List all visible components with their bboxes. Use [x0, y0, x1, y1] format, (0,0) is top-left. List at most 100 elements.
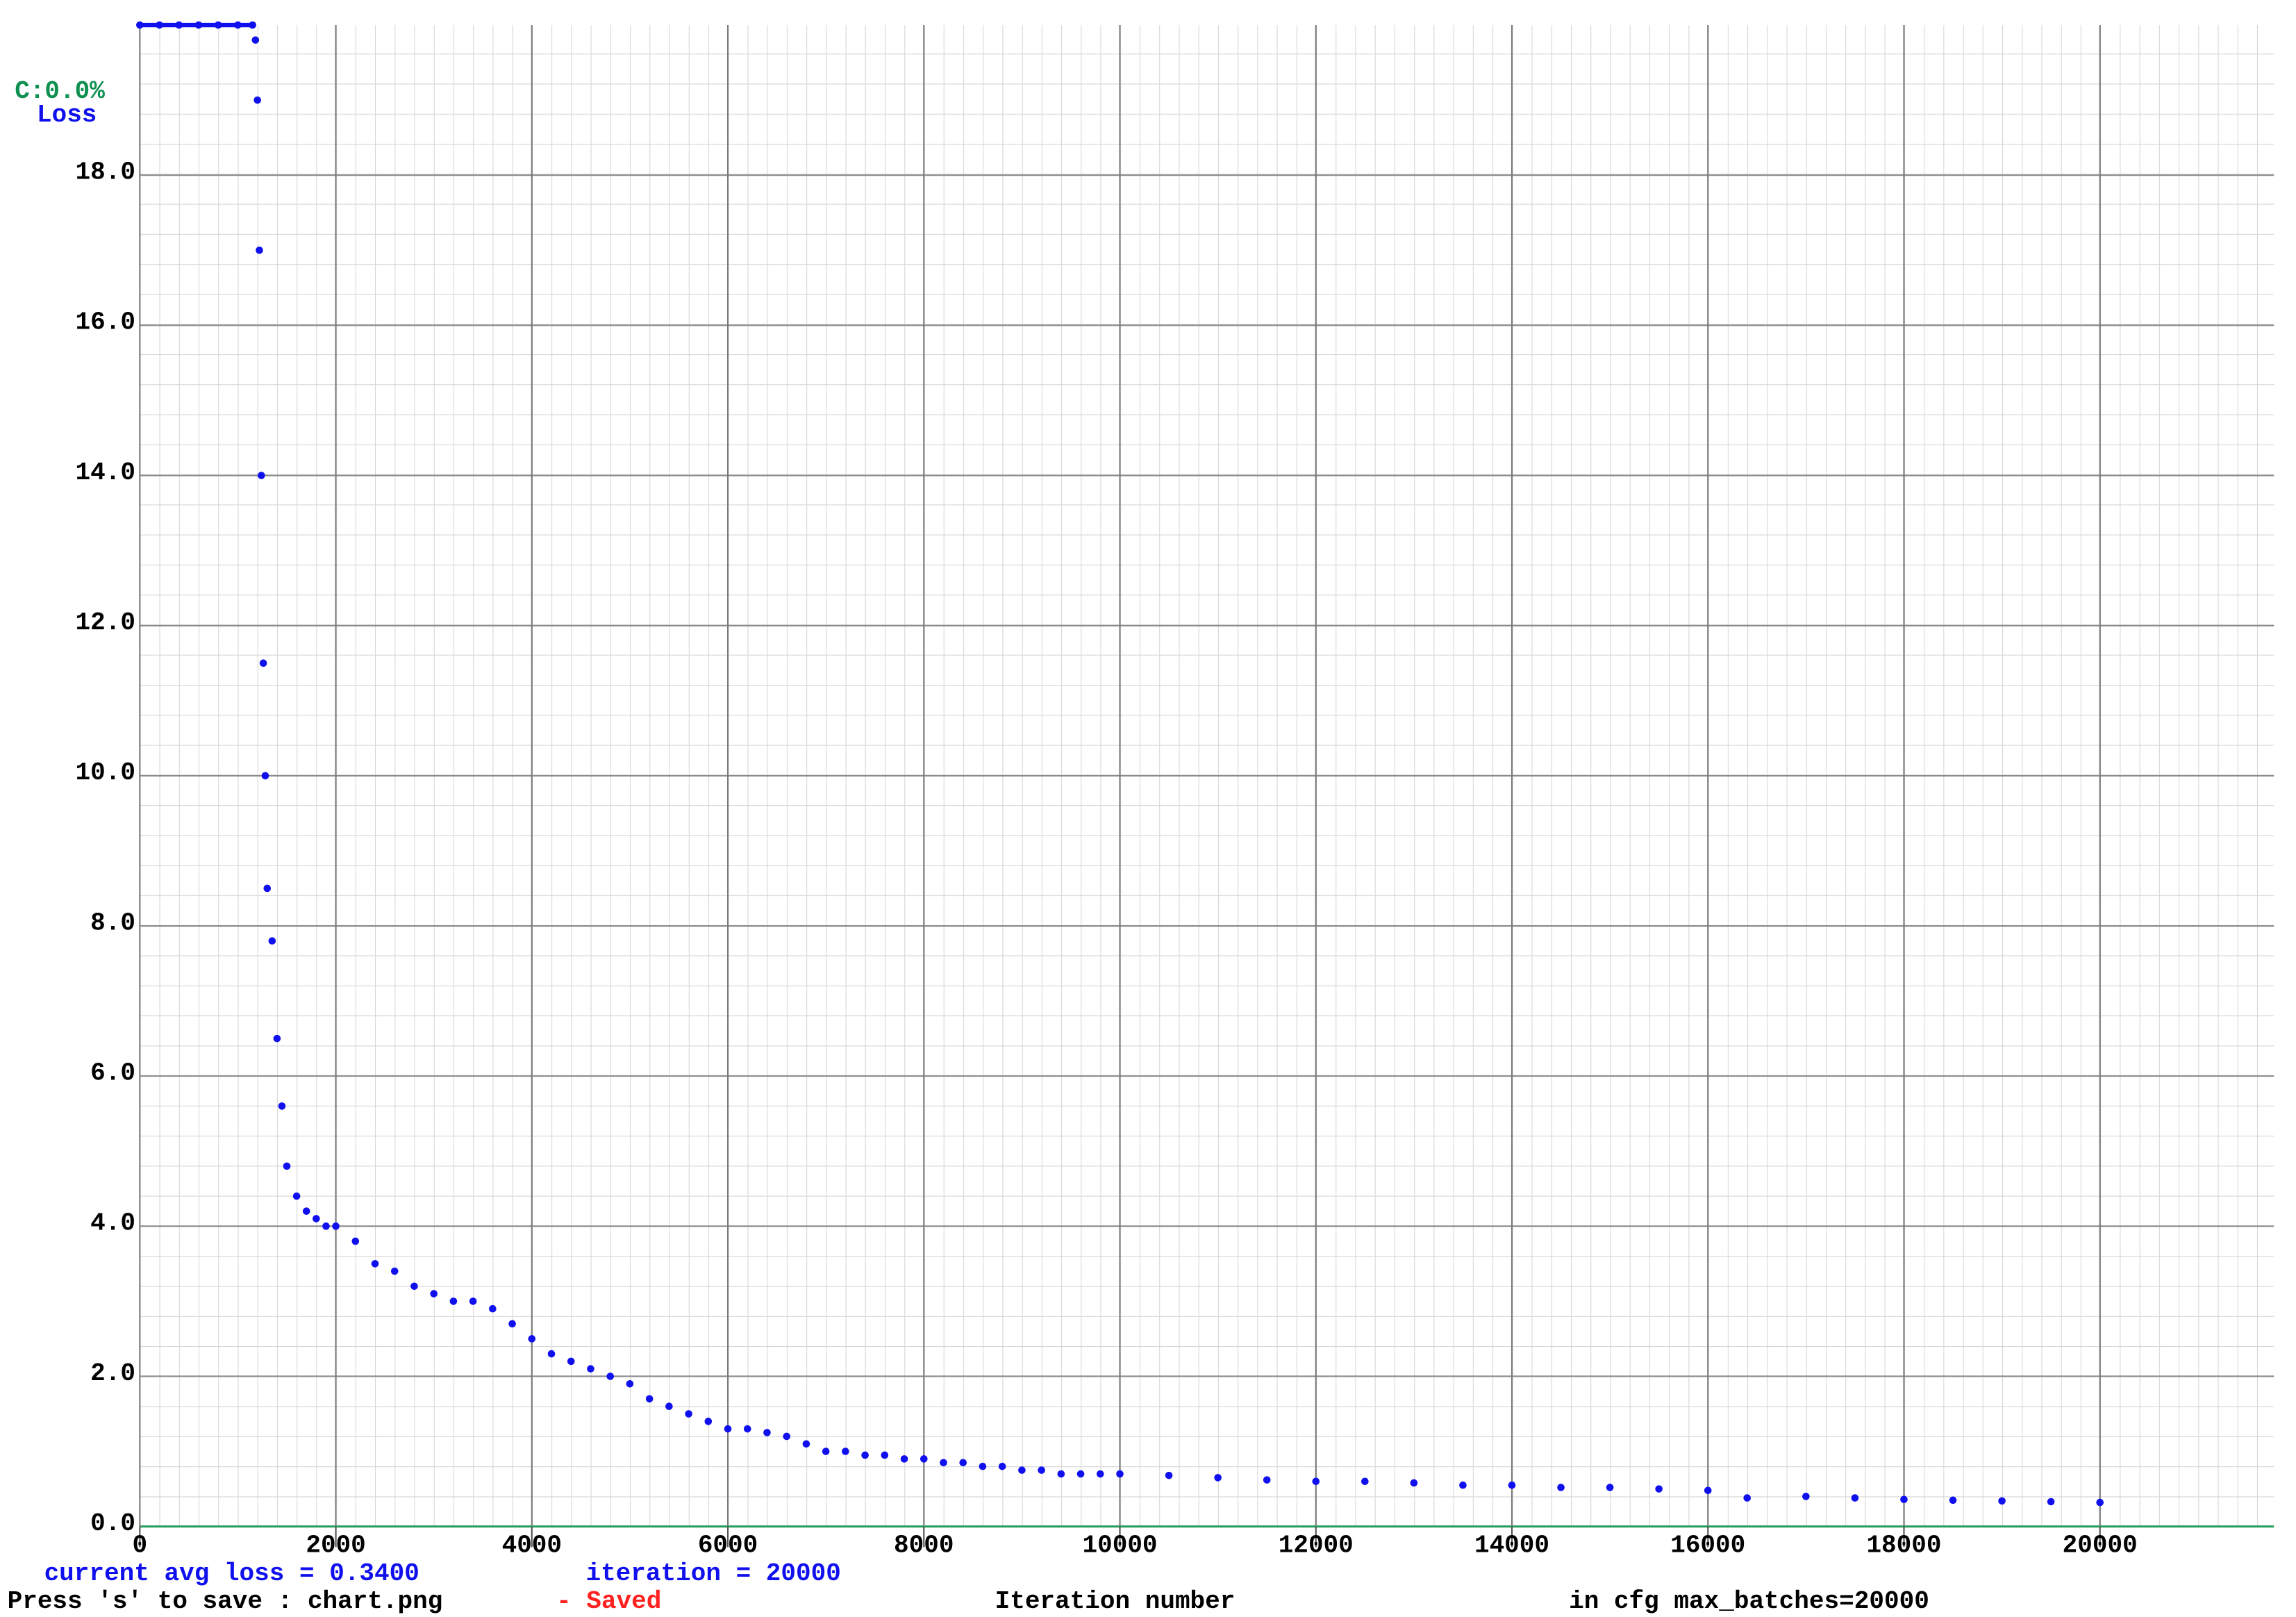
- point: [302, 1207, 310, 1216]
- point: [1410, 1479, 1418, 1487]
- point: [1655, 1485, 1663, 1493]
- point: [900, 1455, 908, 1463]
- point: [1459, 1481, 1467, 1489]
- point: [322, 1222, 330, 1230]
- point: [253, 96, 261, 104]
- x-tick-label: 4000: [502, 1532, 562, 1560]
- point: [258, 472, 265, 479]
- grid: [139, 25, 2274, 1527]
- point: [587, 1365, 594, 1373]
- points: [136, 21, 2104, 1507]
- point: [645, 1395, 654, 1403]
- point: [1076, 1470, 1085, 1478]
- x-tick-label: 18000: [1866, 1532, 1941, 1560]
- x-axis-label: Iteration number: [995, 1587, 1236, 1616]
- x-tick-label: 12000: [1279, 1532, 1354, 1560]
- point: [1165, 1471, 1173, 1479]
- point: [783, 1432, 791, 1441]
- status-iteration: iteration = 20000: [585, 1559, 840, 1588]
- y-tick-label: 10.0: [76, 758, 135, 787]
- status-loss: current avg loss = 0.3400: [44, 1559, 419, 1588]
- point: [256, 246, 263, 254]
- point: [606, 1373, 615, 1380]
- point: [214, 21, 222, 29]
- save-state: - Saved: [556, 1587, 661, 1616]
- y-tick-label: 12.0: [76, 608, 135, 637]
- y-tick-label: 18.0: [76, 158, 135, 186]
- point: [1704, 1486, 1712, 1495]
- point: [822, 1448, 830, 1455]
- y-tick-label: 8.0: [90, 909, 135, 937]
- y-tick-label: 14.0: [76, 458, 135, 487]
- point: [1557, 1484, 1565, 1491]
- x-tick-label: 8000: [894, 1532, 954, 1560]
- point: [1949, 1496, 1957, 1504]
- point: [1998, 1497, 2006, 1505]
- point: [489, 1304, 497, 1313]
- point: [665, 1402, 673, 1411]
- x-tick-label: 0: [133, 1532, 148, 1560]
- point: [1508, 1481, 1516, 1489]
- point: [724, 1425, 732, 1433]
- point: [313, 1215, 320, 1222]
- point: [1097, 1470, 1104, 1478]
- point: [332, 1222, 340, 1230]
- point: [136, 21, 144, 29]
- point: [1018, 1466, 1026, 1474]
- point: [547, 1350, 556, 1358]
- point: [861, 1451, 869, 1459]
- point: [1038, 1466, 1045, 1474]
- point: [920, 1455, 928, 1463]
- point: [528, 1335, 536, 1343]
- point: [567, 1357, 575, 1366]
- point: [263, 884, 272, 893]
- point: [469, 1297, 477, 1305]
- y-tick-label: 0.0: [90, 1509, 135, 1538]
- point: [763, 1429, 771, 1436]
- point: [156, 21, 163, 29]
- point: [449, 1297, 458, 1305]
- point: [1312, 1477, 1320, 1486]
- x-tick-label: 2000: [306, 1532, 365, 1560]
- point: [1802, 1493, 1810, 1500]
- point: [802, 1440, 810, 1448]
- point: [234, 21, 242, 29]
- x-tick-label: 10000: [1082, 1532, 1157, 1560]
- point: [292, 1192, 301, 1200]
- point: [979, 1462, 987, 1470]
- y-tick-label: 4.0: [90, 1209, 135, 1238]
- point: [2047, 1498, 2055, 1506]
- point: [685, 1410, 692, 1418]
- y-tick-label: 2.0: [90, 1359, 135, 1388]
- point: [881, 1451, 889, 1459]
- accuracy-label: C:0.0%: [15, 77, 105, 106]
- point: [251, 36, 260, 44]
- point: [259, 659, 267, 667]
- x-tick-label: 14000: [1474, 1532, 1549, 1560]
- point: [704, 1418, 713, 1425]
- point: [1361, 1477, 1369, 1486]
- point: [1743, 1494, 1751, 1502]
- point: [2096, 1498, 2104, 1507]
- point: [940, 1459, 947, 1467]
- point: [351, 1237, 360, 1245]
- point: [1057, 1470, 1065, 1478]
- point: [1900, 1495, 1908, 1504]
- x-tick-label: 6000: [698, 1532, 758, 1560]
- point: [390, 1267, 399, 1275]
- point: [998, 1462, 1006, 1470]
- point: [1851, 1494, 1859, 1502]
- point: [249, 21, 256, 29]
- point: [371, 1260, 379, 1268]
- point: [273, 1034, 281, 1043]
- x-tick-label: 20000: [2063, 1532, 2138, 1560]
- point: [268, 937, 276, 945]
- save-hint: Press 's' to save : chart.png: [8, 1587, 443, 1616]
- point: [175, 21, 183, 29]
- point: [430, 1290, 438, 1297]
- point: [959, 1459, 967, 1467]
- y-tick-label: 6.0: [90, 1059, 135, 1087]
- y-tick-label: 16.0: [76, 308, 135, 337]
- point: [1263, 1476, 1271, 1484]
